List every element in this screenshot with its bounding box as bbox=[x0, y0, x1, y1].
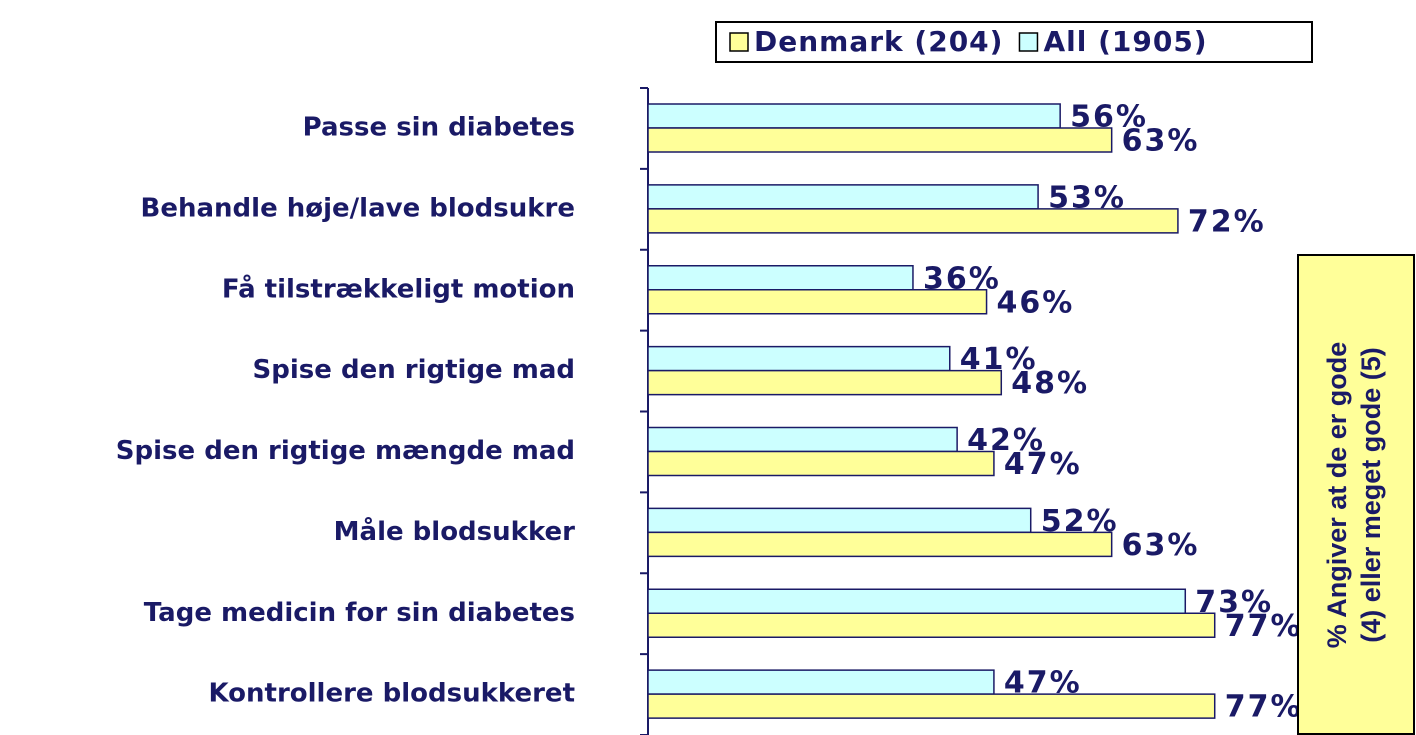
category-label: Kontrollere blodsukkeret bbox=[208, 679, 575, 709]
category-label: Behandle høje/lave blodsukre bbox=[141, 193, 575, 223]
legend-swatch bbox=[1018, 32, 1039, 52]
bar bbox=[647, 612, 1216, 638]
bar bbox=[647, 669, 995, 695]
legend-swatch bbox=[729, 32, 749, 52]
bar bbox=[647, 184, 1039, 210]
bar bbox=[647, 426, 958, 453]
category-label: Få tilstrækkeligt motion bbox=[222, 272, 575, 304]
annotation-line: % Angiver at de er gode bbox=[1322, 342, 1352, 649]
legend-label: All (1905) bbox=[1043, 25, 1207, 58]
category-label: Måle blodsukker bbox=[334, 515, 576, 547]
bar bbox=[647, 127, 1113, 153]
category-label: Spise den rigtige mad bbox=[253, 355, 575, 385]
bar bbox=[647, 693, 1216, 719]
value-label: 63% bbox=[1122, 528, 1200, 563]
category-label: Passe sin diabetes bbox=[303, 113, 575, 143]
legend-box bbox=[715, 21, 1313, 63]
bar bbox=[647, 208, 1179, 234]
category-label: Spise den rigtige mængde mad bbox=[116, 436, 575, 466]
annotation-line: (4) eller meget gode (5) bbox=[1356, 347, 1386, 643]
bar bbox=[647, 289, 988, 315]
bar bbox=[647, 345, 951, 372]
bar bbox=[647, 103, 1061, 129]
value-label: 77% bbox=[1225, 690, 1303, 725]
value-label: 47% bbox=[1004, 447, 1082, 482]
value-label: 63% bbox=[1122, 124, 1200, 159]
bar bbox=[647, 369, 1003, 396]
annotation: % Angiver at de er gode (4) eller meget g… bbox=[1322, 342, 1386, 649]
bar bbox=[647, 507, 1032, 534]
bar bbox=[647, 450, 995, 477]
annotation-box bbox=[1297, 254, 1415, 735]
bar bbox=[647, 588, 1187, 614]
legend-label: Denmark (204) bbox=[754, 25, 1003, 58]
value-label: 72% bbox=[1188, 204, 1266, 239]
bar bbox=[647, 531, 1113, 558]
value-label: 46% bbox=[997, 285, 1075, 320]
bar bbox=[647, 265, 914, 291]
value-label: 77% bbox=[1225, 609, 1303, 644]
value-label: 48% bbox=[1011, 366, 1089, 401]
category-label: Tage medicin for sin diabetes bbox=[144, 598, 575, 628]
